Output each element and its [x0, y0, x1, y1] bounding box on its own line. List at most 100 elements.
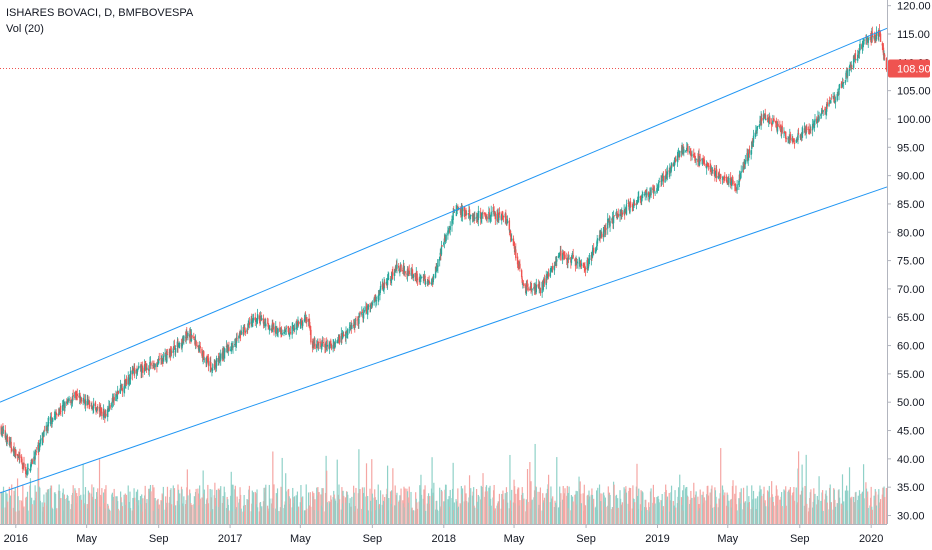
last-price-tag: 108.90 [888, 59, 931, 78]
volume-bars [0, 443, 888, 524]
candle [351, 322, 353, 330]
time-tick-label: 2019 [645, 533, 669, 545]
candle [19, 448, 21, 463]
candle [568, 254, 570, 260]
volume-bar [547, 474, 550, 524]
time-tick-label: May [717, 533, 738, 545]
candle [426, 278, 429, 286]
candle [149, 356, 151, 370]
volume-bar [441, 491, 443, 524]
volume-bar [326, 470, 328, 524]
volume-bar [732, 480, 734, 524]
volume-bar [31, 504, 33, 524]
volume-bar [336, 459, 338, 524]
volume-bar [257, 507, 259, 524]
candle [404, 271, 406, 278]
candle [174, 345, 177, 357]
candle [543, 274, 546, 287]
volume-bar [98, 459, 101, 524]
candle [30, 459, 32, 471]
candle [408, 264, 410, 276]
time-tick-label: May [290, 533, 311, 545]
channel-line-upper[interactable] [0, 27, 888, 403]
candle [128, 374, 131, 387]
candle [379, 281, 382, 294]
volume-bar [244, 504, 246, 524]
time-axis[interactable]: 2016 May Sep 2017 May Sep 2018 May Sep 2019 May Sep… [0, 524, 887, 545]
candle [220, 349, 222, 366]
volume-bar [720, 448, 722, 524]
volume-bar [572, 501, 574, 524]
volume-bar [867, 507, 869, 524]
candle [240, 325, 242, 336]
candle [215, 355, 218, 372]
candle [658, 177, 660, 183]
candle [438, 256, 441, 267]
candle [95, 408, 98, 413]
candle [338, 334, 341, 345]
candle [125, 375, 128, 387]
volume-bar [252, 492, 255, 524]
volume-bar [560, 493, 562, 524]
candle [834, 96, 837, 109]
candle [833, 95, 835, 103]
candle [617, 208, 619, 218]
volume-bar [256, 489, 258, 524]
volume-bar [863, 498, 865, 524]
candle [64, 400, 66, 412]
candle [449, 221, 451, 236]
channel-line-lower[interactable] [0, 186, 888, 494]
volume-indicator-label[interactable]: Vol (20) [6, 23, 44, 35]
candle [382, 281, 384, 291]
candle [501, 213, 503, 225]
candle [259, 318, 261, 327]
candle [474, 211, 476, 221]
volume-bar [363, 487, 365, 524]
candle [773, 115, 775, 123]
volume-bar [117, 508, 119, 524]
volume-bar [211, 509, 214, 524]
volume-bar [679, 474, 681, 524]
volume-bar [170, 504, 173, 524]
candle [699, 153, 701, 163]
candle [761, 113, 763, 126]
candle [313, 337, 315, 349]
candle [806, 123, 808, 133]
candle [804, 125, 806, 136]
candle [412, 273, 415, 282]
candle [143, 359, 146, 375]
candle [172, 346, 175, 359]
candle [560, 245, 562, 261]
volume-bar [104, 489, 106, 524]
trend-channel[interactable] [0, 27, 888, 494]
candle [436, 262, 438, 273]
candle [226, 342, 228, 354]
candle [403, 262, 405, 277]
candle [847, 68, 849, 83]
candle [769, 115, 771, 125]
volume-bar [690, 490, 692, 524]
candle [116, 394, 118, 402]
volume-bar [243, 495, 245, 524]
volume-bar [802, 487, 804, 524]
volume-bar [818, 476, 820, 524]
price-axis[interactable]: 120.00115.00110.00105.00100.0095.0090.00… [887, 0, 932, 550]
volume-bar [351, 496, 353, 524]
candle [266, 317, 269, 324]
volume-bar [654, 503, 656, 524]
candle [709, 159, 711, 175]
volume-bar [15, 511, 17, 524]
volume-bar [580, 503, 582, 524]
volume-bar [691, 497, 693, 524]
volume-bar [437, 510, 439, 524]
candle [235, 333, 238, 348]
volume-bar [576, 491, 578, 524]
volume-bar [683, 485, 685, 524]
candle [505, 215, 508, 226]
candle [164, 352, 167, 354]
volume-bar [162, 486, 164, 524]
candle [61, 400, 64, 417]
volume-bar [248, 485, 251, 524]
candle [379, 288, 381, 301]
